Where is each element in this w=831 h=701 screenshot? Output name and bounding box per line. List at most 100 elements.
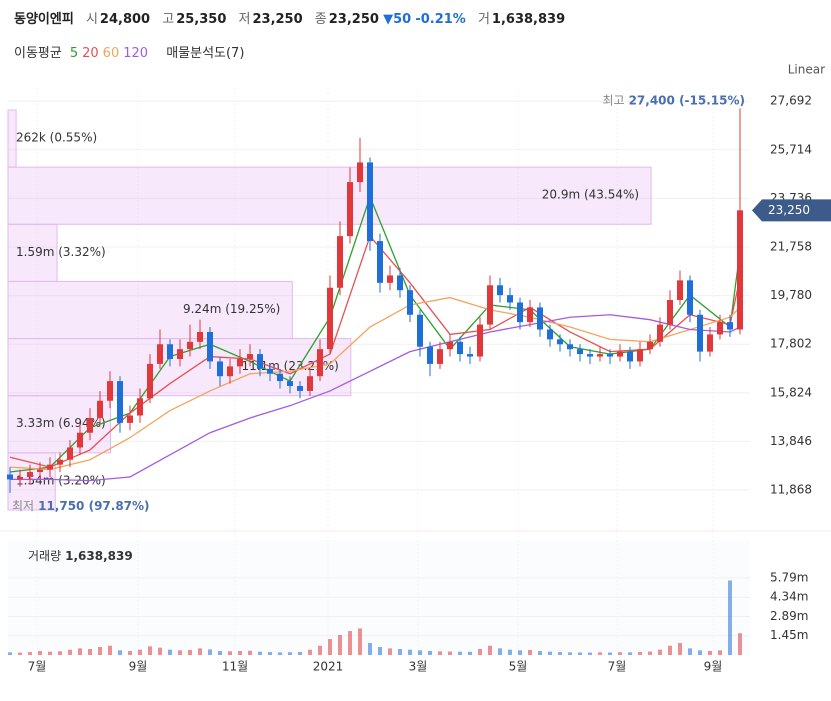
volume-profile-band: [7, 223, 58, 282]
volume-bar: [438, 651, 442, 655]
candle-body: [267, 368, 273, 374]
candle-body: [567, 344, 573, 350]
volume-bar: [8, 652, 12, 655]
y-tick-label: 13,846: [770, 434, 812, 448]
candle-body: [167, 344, 173, 359]
legend-item: 60: [102, 46, 120, 61]
candle-body: [447, 341, 453, 350]
volume-bar: [228, 651, 232, 655]
volume-bar: [378, 647, 382, 655]
candle-body: [67, 447, 73, 460]
candle-body: [727, 322, 733, 330]
legend-title: 이동평균: [14, 46, 62, 61]
volume-bar: [188, 649, 192, 655]
candle-body: [347, 182, 353, 237]
volume-bar: [678, 643, 682, 655]
candle-body: [57, 459, 63, 465]
candle-body: [587, 354, 593, 357]
volume-bar: [458, 651, 462, 655]
volume-bar: [708, 651, 712, 655]
candle-body: [327, 287, 333, 350]
volume-bar: [308, 649, 312, 655]
volume-bar: [738, 633, 742, 655]
volume-value: 1,638,839: [491, 12, 566, 27]
volume-title-label: 거래량: [28, 549, 61, 563]
candle-body: [477, 324, 483, 357]
volume-bar: [728, 580, 732, 655]
last-price-label: 23,250: [768, 203, 810, 217]
volume-bar: [718, 650, 722, 655]
volume-bar: [628, 652, 632, 655]
candle-body: [667, 300, 673, 325]
candle-body: [217, 361, 223, 377]
candle-body: [427, 346, 433, 364]
candle-body: [297, 386, 303, 391]
volume-bar: [268, 652, 272, 655]
volume-profile-label: 20.9m (43.54%): [542, 188, 639, 202]
volume-bar: [58, 651, 62, 655]
legend-items: 5 20 60 120: [66, 46, 152, 61]
legend-item: 5: [69, 46, 79, 61]
volume-profile-band: [7, 166, 652, 225]
last-price-tag: [752, 199, 831, 222]
volume-bar: [68, 649, 72, 655]
volume-bar: [638, 651, 642, 655]
high-label: 고: [162, 12, 175, 27]
candle-body: [697, 314, 703, 352]
volume-bar: [548, 651, 552, 655]
volume-bar: [48, 651, 52, 655]
candle-body: [317, 349, 323, 377]
candle-body: [537, 307, 543, 330]
volume-bar: [538, 651, 542, 655]
open-value: 24,800: [99, 12, 151, 27]
candle-body: [647, 341, 653, 350]
volume-bar: [108, 645, 112, 655]
candle-body: [47, 464, 53, 470]
candle-body: [87, 417, 93, 433]
volume-bar: [118, 650, 122, 655]
candle-body: [657, 324, 663, 342]
candle-body: [7, 474, 13, 480]
volume-profile-band: [7, 338, 352, 397]
close-label: 종: [314, 12, 327, 27]
volume-profile-label: 262k (0.55%): [16, 131, 97, 145]
min-annotation: 최저 11,750 (97.87%): [12, 498, 150, 512]
volume-bar: [698, 650, 702, 655]
candle-body: [307, 376, 313, 391]
high-value: 25,350: [176, 12, 227, 27]
candle-body: [337, 236, 343, 288]
volume-bar: [18, 652, 22, 655]
volume-bar: [668, 645, 672, 655]
volume-bar: [298, 651, 302, 655]
volume-bar: [158, 647, 162, 655]
candle-body: [557, 339, 563, 345]
candle-body: [147, 363, 153, 399]
x-tick-label: 9월: [129, 660, 148, 674]
header: 동양이엔피 시 24,800 고 25,350 저 23,250 종 23,250 ▼5…: [14, 8, 565, 27]
candle-body: [497, 285, 503, 296]
candle-body: [457, 341, 463, 355]
volume-bar: [478, 649, 482, 655]
low-label: 저: [238, 12, 251, 27]
candle-body: [717, 322, 723, 335]
volume-bar: [168, 649, 172, 655]
min-prefix: 최저: [12, 498, 34, 512]
volume-tick-label: 4.34m: [770, 590, 808, 604]
volume-bar: [348, 631, 352, 655]
candle-body: [247, 354, 253, 359]
volume-title-value: 1,638,839: [65, 549, 133, 563]
volume-bar: [208, 649, 212, 655]
volume-tick-label: 5.79m: [770, 570, 808, 584]
volume-bar: [248, 650, 252, 655]
candle-body: [407, 290, 413, 315]
y-tick-label: 15,824: [770, 385, 812, 399]
volume-bar: [578, 652, 582, 655]
volume-profile-label: 3.33m (6.94%): [16, 416, 106, 430]
candle-body: [207, 331, 213, 362]
candle-body: [177, 349, 183, 359]
volume-bar: [78, 648, 82, 655]
volume-bar: [598, 652, 602, 655]
candle-body: [707, 334, 713, 352]
candle-body: [387, 275, 393, 283]
volume-bar: [388, 648, 392, 655]
